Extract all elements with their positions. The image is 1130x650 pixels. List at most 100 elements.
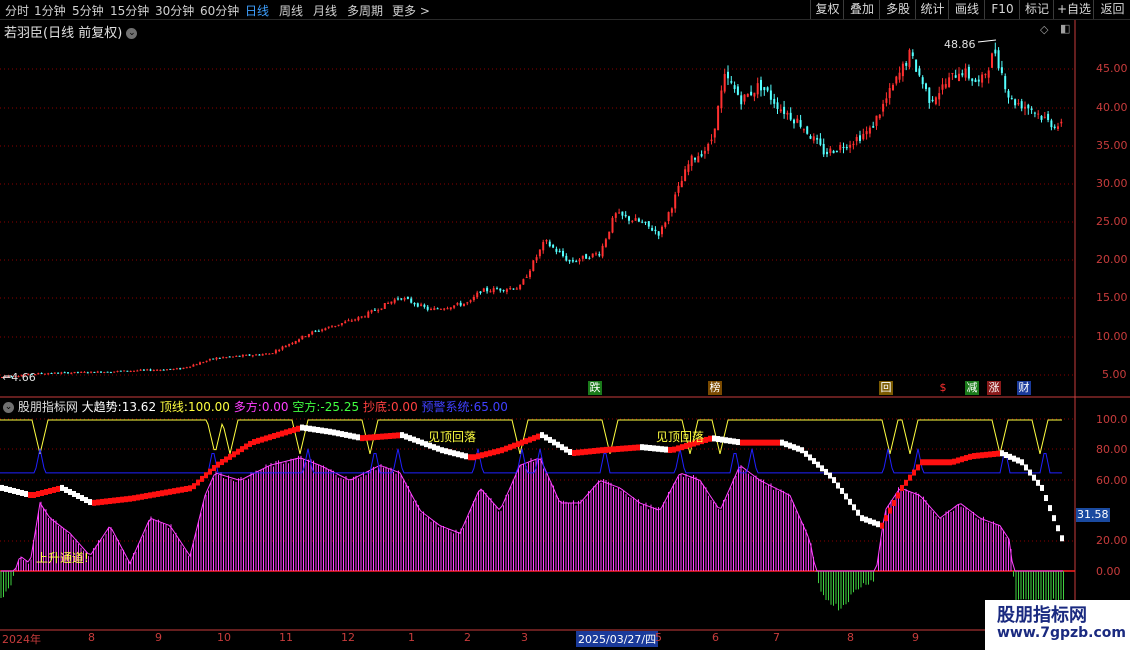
trend-down-segment (736, 439, 740, 446)
indicator-header: ⌄ 股朋指标网 大趋势:13.62 顶线:100.00 多方:0.00 空方:-… (3, 398, 508, 415)
candle-down (977, 79, 980, 82)
tab-more[interactable]: 更多 > (392, 4, 430, 18)
back-button[interactable]: 返回 (1093, 0, 1130, 19)
chart-title: 若羽臣(日线 前复权) ⌄ (4, 22, 138, 41)
price-tick: 30.00 (1096, 177, 1128, 190)
trend-down-segment (428, 442, 432, 449)
trend-up-segment (36, 490, 40, 497)
trend-down-segment (0, 484, 4, 491)
trend-down-segment (724, 437, 728, 444)
tab-15min[interactable]: 15分钟 (110, 4, 150, 18)
trend-down-segment (80, 495, 84, 502)
candle-up (958, 73, 960, 82)
candle-up (60, 372, 63, 374)
overlay-button[interactable]: 叠加 (843, 0, 880, 19)
candle-up (192, 364, 195, 367)
trend-up-segment (616, 445, 620, 452)
trend-up-segment (236, 448, 240, 455)
tab-30min[interactable]: 30分钟 (155, 4, 195, 18)
candle-up (265, 353, 267, 355)
candle-down (142, 369, 145, 371)
tab-weekly[interactable]: 周线 (279, 4, 304, 18)
chevron-down-icon[interactable]: ⌄ (126, 28, 138, 39)
trend-up-segment (96, 499, 100, 506)
indicator-name: 股朋指标网 (17, 400, 78, 414)
candlestick-series (1, 42, 1063, 379)
candle-up (852, 143, 855, 145)
candle-down (67, 372, 69, 374)
price-tick: 15.00 (1096, 291, 1128, 304)
trend-up-segment (604, 446, 608, 453)
candle-down (651, 227, 654, 231)
multi-stock-button[interactable]: 多股 (879, 0, 916, 19)
candle-up (166, 369, 168, 371)
tab-1min[interactable]: 1分钟 (34, 4, 66, 18)
price-tick: 5.00 (1102, 368, 1127, 381)
trend-up-segment (192, 483, 196, 490)
adjust-button[interactable]: 复权 (810, 0, 844, 19)
mark-button[interactable]: 标记 (1019, 0, 1054, 19)
trend-down-segment (800, 447, 804, 454)
trend-down-segment (1008, 453, 1012, 460)
candle-up (595, 253, 597, 255)
date-label: 8 (847, 631, 854, 644)
trend-down-segment (68, 488, 72, 495)
panel-toggle-icon[interactable]: ◧ (1060, 22, 1071, 35)
trend-up-segment (176, 487, 180, 494)
signal-text: 减 (966, 381, 978, 394)
date-label: 8 (88, 631, 95, 644)
f10-button[interactable]: F10 (984, 0, 1020, 19)
trend-up-segment (500, 447, 504, 454)
date-label: 2 (464, 631, 471, 644)
candle-up (20, 375, 23, 377)
candle-down (40, 373, 43, 375)
tab-multi-period[interactable]: 多周期 (347, 4, 384, 18)
candle-up (581, 255, 584, 259)
add-watchlist-button[interactable]: +自选 (1053, 0, 1094, 19)
candle-up (367, 311, 370, 318)
trend-up-segment (228, 453, 232, 460)
candle-up (251, 355, 254, 357)
candle-up (159, 369, 162, 371)
tab-daily[interactable]: 日线 (245, 4, 270, 18)
signal-text: 涨 (988, 381, 1000, 394)
trend-up-segment (704, 436, 708, 443)
candle-up (291, 342, 294, 344)
trend-up-segment (672, 446, 676, 453)
candle-down (1047, 113, 1050, 120)
trend-up-segment (768, 439, 772, 446)
trend-down-segment (808, 454, 812, 461)
tab-monthly[interactable]: 月线 (313, 4, 338, 18)
date-label: 10 (217, 631, 231, 644)
settings-gear-icon[interactable]: ⌄ (3, 402, 14, 413)
candle-up (661, 226, 663, 235)
candle-down (1004, 76, 1007, 90)
trend-down-segment (540, 432, 544, 439)
trend-up-segment (172, 488, 176, 495)
candle-up (710, 139, 713, 142)
trend-up-segment (536, 433, 540, 440)
candle-down (1000, 67, 1003, 74)
trend-up-segment (208, 468, 212, 475)
candle-up (4, 376, 7, 378)
tab-intraday[interactable]: 分时 (5, 4, 30, 18)
diamond-icon[interactable]: ◇ (1040, 23, 1049, 36)
trend-down-segment (1024, 464, 1028, 471)
trend-up-segment (164, 489, 168, 496)
candle-up (1017, 103, 1020, 105)
candle-up (756, 83, 759, 95)
candle-down (1027, 104, 1030, 109)
candle-up (618, 212, 621, 214)
tab-5min[interactable]: 5分钟 (72, 4, 104, 18)
candle-down (426, 306, 429, 310)
candle-up (113, 371, 116, 373)
tab-60min[interactable]: 60分钟 (200, 4, 240, 18)
stats-button[interactable]: 统计 (915, 0, 949, 19)
draw-button[interactable]: 画线 (948, 0, 985, 19)
candle-down (212, 358, 215, 360)
trend-up-segment (760, 439, 764, 446)
candle-up (717, 105, 720, 131)
trend-down-segment (720, 436, 724, 443)
candle-up (482, 288, 485, 292)
